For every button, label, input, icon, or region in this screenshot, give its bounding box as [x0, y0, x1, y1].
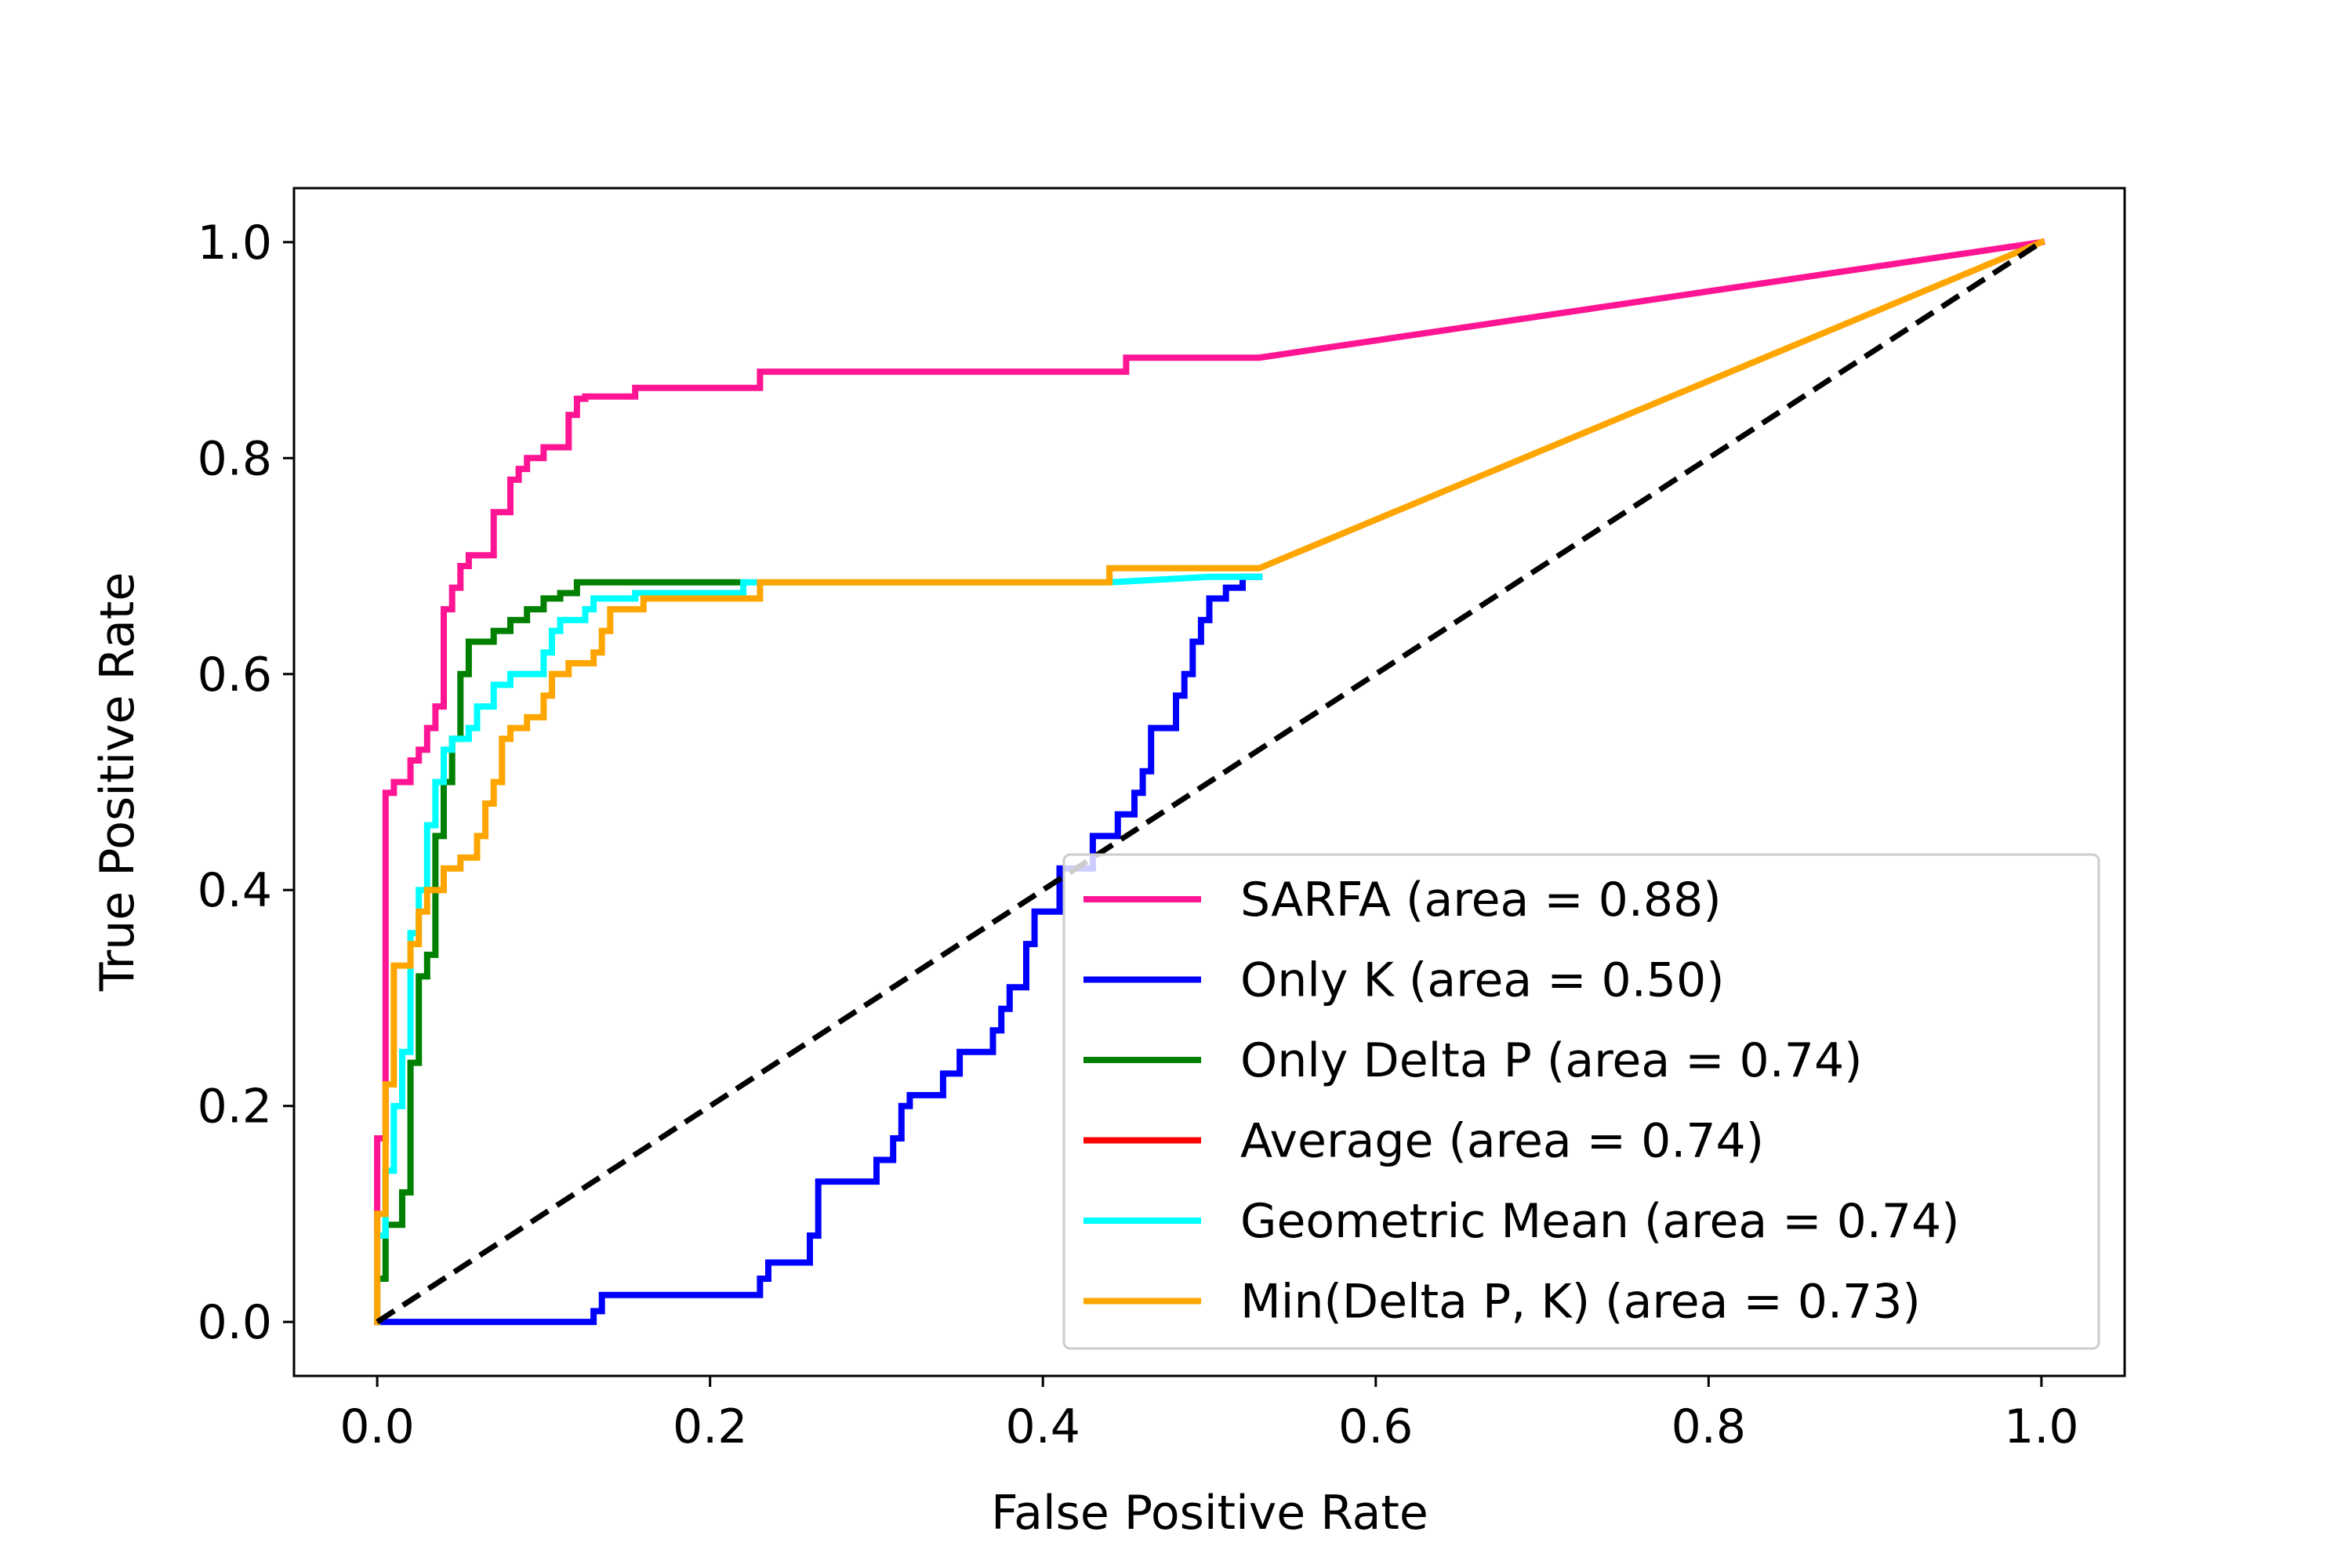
legend: SARFA (area = 0.88) Only K (area = 0.50) O… — [1062, 853, 2100, 1350]
legend-label-average: Average (area = 0.74) — [1240, 1114, 1764, 1169]
legend-label-geometric-mean: Geometric Mean (area = 0.74) — [1240, 1194, 1960, 1249]
legend-label-only-k: Only K (area = 0.50) — [1240, 953, 1725, 1008]
x-axis: 0.0 0.2 0.4 0.6 0.8 1.0 — [339, 1376, 2079, 1454]
series-line-geometric-mean — [374, 573, 1263, 1326]
series-line-sarfa — [374, 238, 2045, 1326]
y-tick-label: 0.8 — [198, 431, 272, 486]
x-tick-label: 1.0 — [2004, 1399, 2078, 1454]
y-tick-label: 1.0 — [198, 216, 272, 270]
y-tick-label: 0.2 — [198, 1080, 272, 1134]
y-axis: 0.0 0.2 0.4 0.6 0.8 1.0 — [198, 216, 294, 1350]
y-tick-label: 0.6 — [198, 648, 272, 702]
y-tick-label: 0.0 — [198, 1295, 272, 1350]
series-line-min — [374, 238, 2046, 1326]
x-tick-label: 0.2 — [673, 1399, 747, 1454]
x-tick-label: 0.4 — [1006, 1399, 1080, 1454]
series-layer — [374, 238, 2046, 1326]
legend-box — [1062, 853, 2100, 1350]
y-axis-label: True Positive Rate — [90, 572, 145, 992]
legend-label-min: Min(Delta P, K) (area = 0.73) — [1240, 1275, 1921, 1330]
x-tick-label: 0.0 — [339, 1399, 414, 1454]
chance-diagonal-line — [376, 239, 2043, 1325]
y-tick-label: 0.4 — [198, 863, 272, 918]
x-axis-label: False Positive Rate — [991, 1486, 1428, 1541]
series-line-only-k — [374, 573, 1263, 1326]
legend-label-sarfa: SARFA (area = 0.88) — [1240, 873, 1722, 927]
x-tick-label: 0.8 — [1671, 1399, 1746, 1454]
x-tick-label: 0.6 — [1338, 1399, 1413, 1454]
legend-label-only-delta-p: Only Delta P (area = 0.74) — [1240, 1033, 1863, 1088]
plot-frame — [292, 187, 2126, 1377]
